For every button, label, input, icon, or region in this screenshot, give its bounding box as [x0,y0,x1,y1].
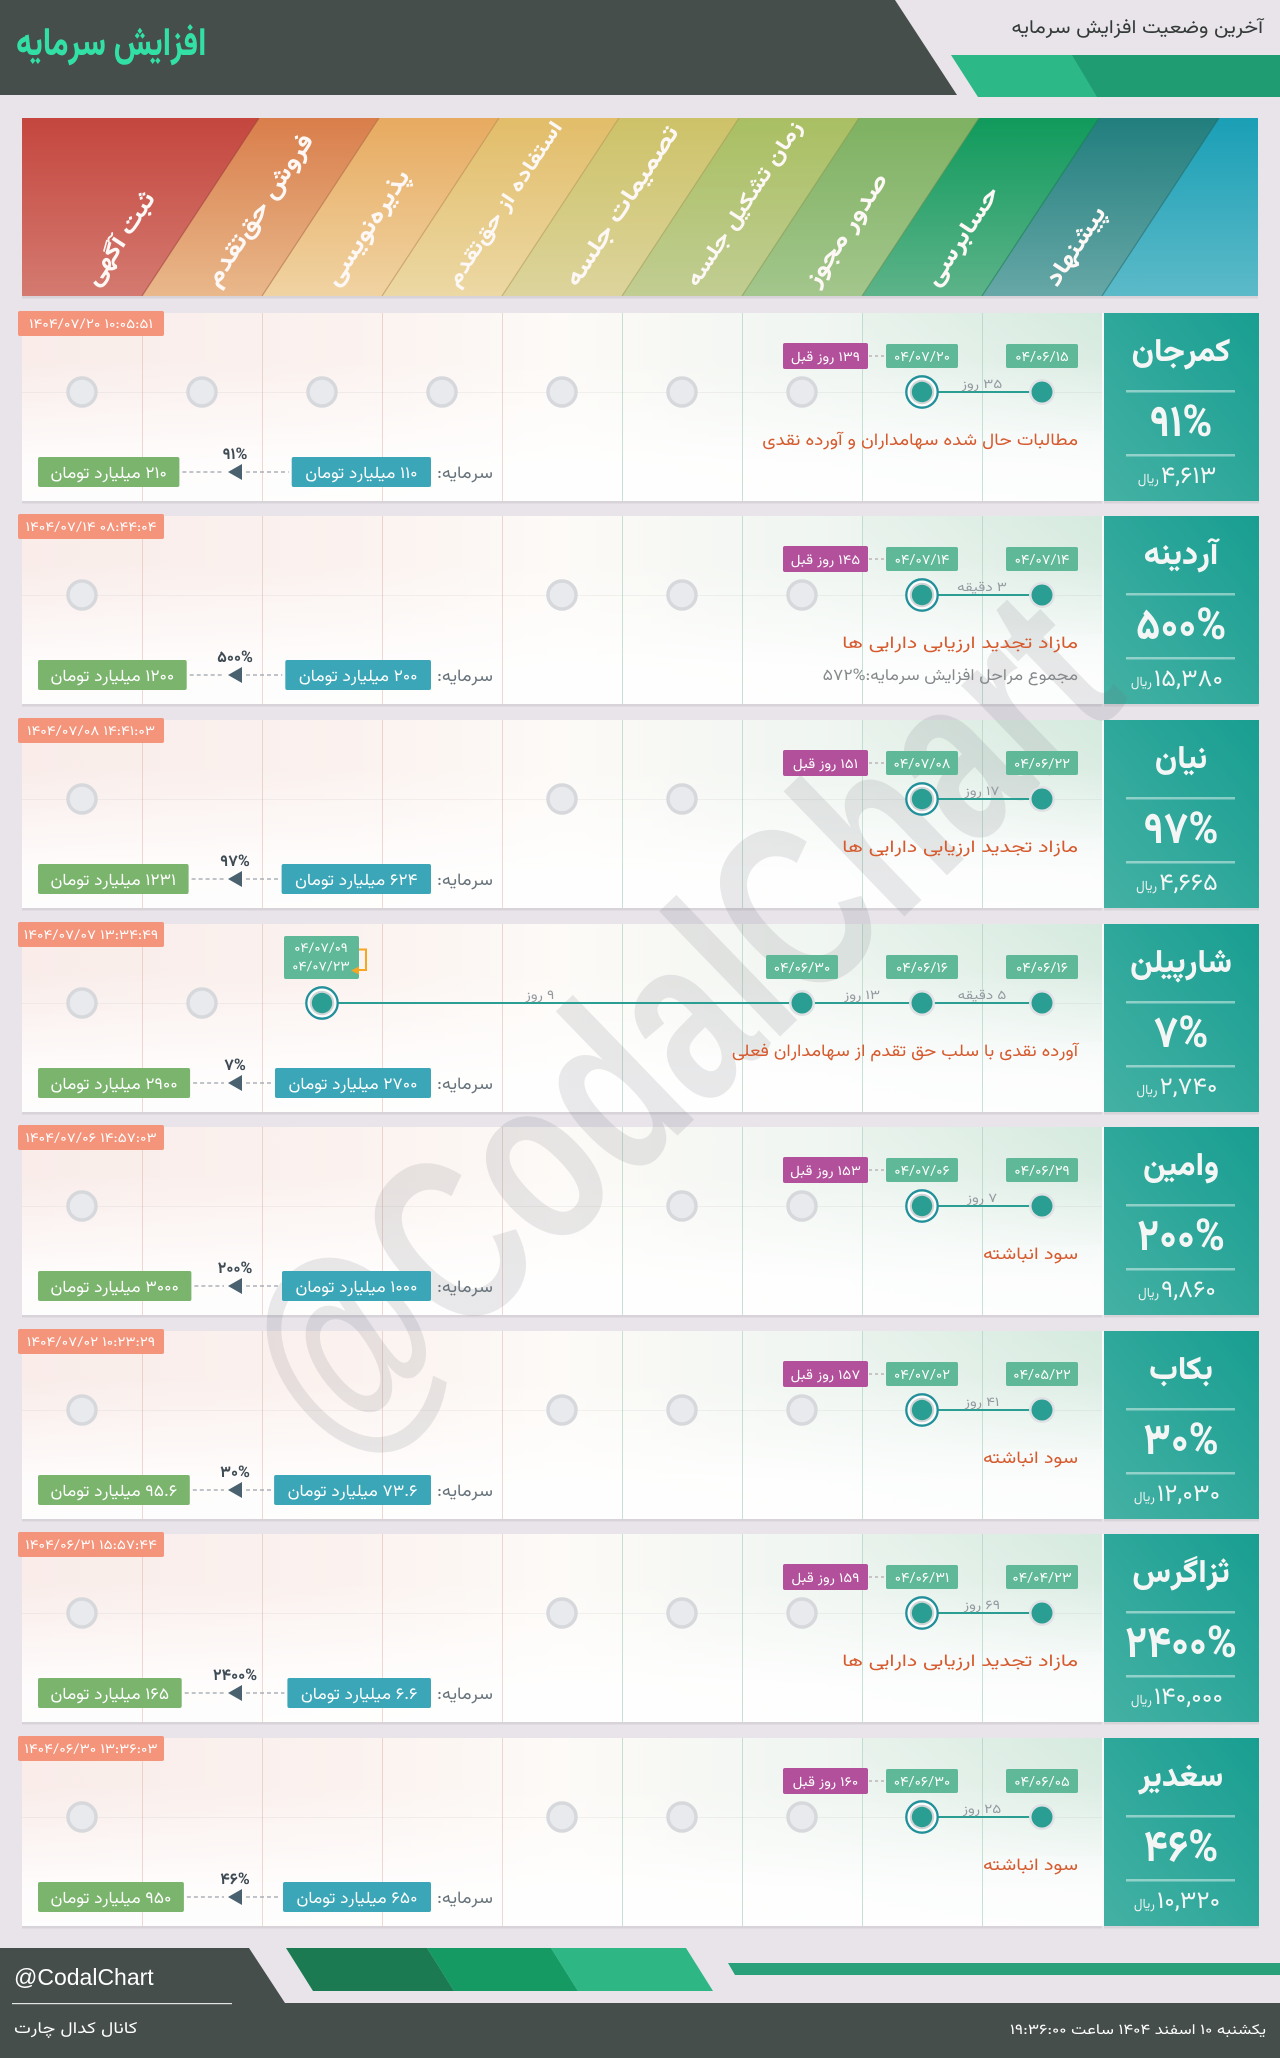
svg-text:@CodalChart: @CodalChart [14,1964,154,1990]
